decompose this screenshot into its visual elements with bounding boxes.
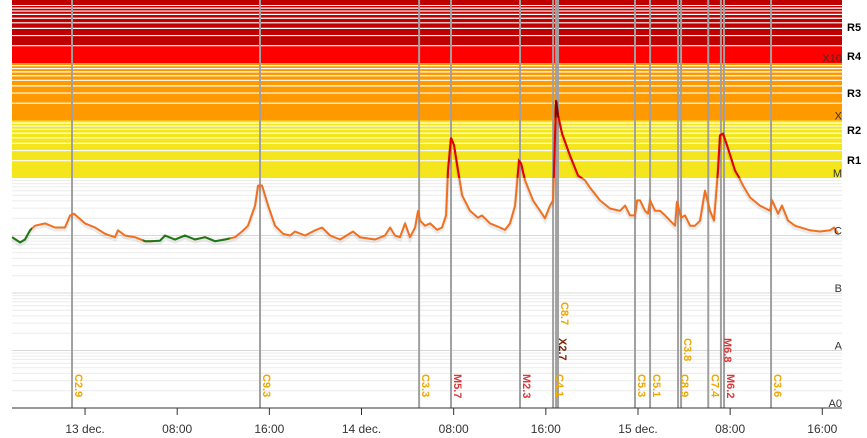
flare-label: C3.6 [771,374,783,397]
grid-lines [12,5,842,409]
flare-label: C2.9 [72,374,84,397]
class-labels: A0 A B C M X X10 [822,53,842,410]
flare-label: M6.2 [724,374,736,398]
class-label-c: C [834,226,842,238]
flare-label: M6.8 [721,338,733,362]
flare-label: C8.7 [558,302,570,325]
x-tick-label: 16:00 [254,422,284,436]
flare-label: C3.8 [681,338,693,361]
flare-labels: C2.9 C9.3 C3.3 M5.7 M2.3 C4.1 X2.7 C8.7 C5.3 C5.1… [72,302,783,398]
r-label-r5: R5 [847,22,861,34]
class-label-b: B [835,283,842,295]
flare-label: C3.3 [419,374,431,397]
band-x-class [12,63,842,121]
x-tick-label: 16:00 [807,422,837,436]
class-label-x10: X10 [822,53,842,65]
class-label-m: M [833,168,842,180]
flare-label: C4.1 [553,374,565,397]
flare-label: M2.3 [520,374,532,398]
flare-label: C7.4 [708,374,720,398]
x-tick-label: 15 dec. [618,422,657,436]
x-axis: 13 dec. 08:00 16:00 14 dec. 08:00 16:00 15 dec… [12,407,842,436]
class-label-x: X [835,111,843,123]
x-tick-label: 08:00 [162,422,192,436]
flare-label: C5.1 [650,374,662,397]
flare-label: C9.3 [260,374,272,397]
radio-blackout-labels: R1 R2 R3 R4 R5 [847,22,862,167]
flux-line-secondary [12,100,231,244]
r-label-r3: R3 [847,88,861,100]
r-label-r1: R1 [847,155,861,167]
x-tick-label: 16:00 [531,422,561,436]
x-tick-label: 08:00 [715,422,745,436]
class-label-a0: A0 [829,398,842,410]
flare-label: C5.3 [635,374,647,397]
x-tick-label: 14 dec. [342,422,381,436]
band-m-class [12,120,842,178]
x-tick-label: 13 dec. [65,422,104,436]
band-x10-class [12,45,842,63]
flux-series [10,99,840,247]
flare-label: M5.7 [451,374,463,398]
class-label-a: A [835,341,843,353]
r-label-r4: R4 [847,51,862,63]
flare-label: X2.7 [556,338,568,361]
flare-label: C8.9 [678,374,690,397]
x-tick-label: 08:00 [439,422,469,436]
r-label-r2: R2 [847,125,861,137]
